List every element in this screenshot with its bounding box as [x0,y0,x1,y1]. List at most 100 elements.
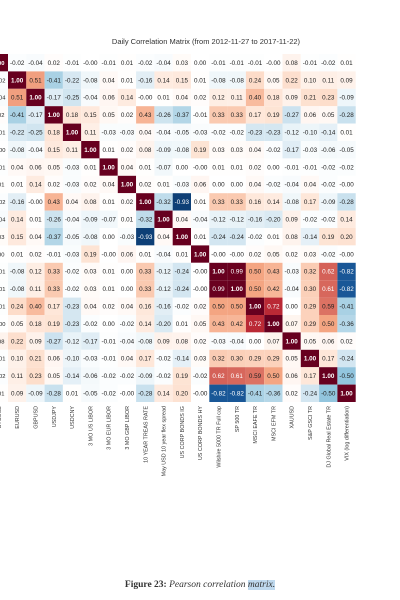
cell-value-label: -0.23 [248,130,263,137]
cell-value-label: 0.24 [11,304,24,311]
cell-value-label: 0.50 [322,321,335,328]
cell-value-label: 0.16 [249,199,262,206]
cell-value-label: 0.02 [139,182,152,189]
heatmap-cell [136,210,155,228]
heatmap-cell [319,228,338,246]
cell-value-label: 0.24 [249,77,262,84]
heatmap-cell [319,384,338,402]
heatmap-cell [8,349,27,368]
cell-value-label: 0.51 [29,77,42,84]
heatmap-cell [282,88,301,107]
heatmap-cell [8,315,27,333]
cell-value-label: -0.03 [193,130,208,137]
cell-value-label: -0.04 [28,60,43,67]
heatmap-cell [136,193,155,211]
heatmap-cell [154,315,173,333]
cell-value-label: 0.00 [176,164,189,171]
cell-value-label: -0.02 [193,373,208,380]
x-tick-label: BTCUSD [0,406,3,428]
cell-value-label: -0.01 [0,357,5,363]
heatmap-cell [44,106,63,124]
heatmap-cell [319,245,338,263]
cell-value-label: -0.03 [65,182,80,189]
heatmap-cell [209,193,228,211]
cell-value-label: -0.27 [284,112,299,119]
heatmap-cell [99,158,118,176]
heatmap-cell [8,262,27,281]
cell-value-label: -0.02 [0,200,5,206]
cell-value-label: 0.04 [121,356,134,363]
heatmap-cell [0,349,8,368]
heatmap-cell [264,141,283,159]
heatmap-cell [81,175,100,194]
heatmap-cell [319,175,338,194]
heatmap-cell [154,384,173,402]
cell-value-label: 0.14 [11,217,24,224]
cell-value-label: 0.06 [322,338,335,345]
heatmap-cell [282,210,301,228]
heatmap-cell [44,280,63,298]
heatmap-cell [282,158,301,176]
cell-value-label: -0.03 [211,338,226,345]
heatmap-cell [99,367,118,385]
cell-value-label: 0.18 [267,95,280,102]
heatmap-cell [26,349,45,368]
cell-value-label: -0.01 [0,270,5,276]
heatmap-cell [0,297,8,315]
cell-value-label: -0.00 [193,164,208,171]
heatmap-cell [81,245,100,263]
cell-value-label: -0.24 [339,356,354,363]
heatmap-cell [264,315,283,333]
cell-value-label: 0.51 [11,95,24,102]
x-tick-label: S&P GSCI TR [308,406,314,440]
heatmap-cell [172,175,191,194]
cell-value-label: -0.01 [47,251,62,258]
heatmap-cell [8,332,27,350]
cell-value-label: -0.22 [10,130,25,137]
x-tick-label: 3 MO GBP LIBOR [125,406,131,450]
heatmap-cell [227,262,246,281]
cell-value-label: 0.10 [11,356,24,363]
heatmap-cell [99,384,118,402]
cell-value-label: 0.19 [84,251,97,258]
cell-value-label: 0.11 [322,77,334,84]
heatmap-cell [117,193,137,211]
cell-value-label: -0.04 [83,95,98,102]
cell-value-label: 0.43 [267,269,280,276]
heatmap-cell [319,332,338,350]
cell-value-label: 1.00 [231,286,244,293]
cell-value-label: -0.02 [211,130,226,137]
cell-value-label: 0.02 [249,164,262,171]
heatmap-cell [245,123,265,141]
heatmap-cell [117,245,137,263]
heatmap-cell [8,158,27,176]
heatmap-cell [337,210,356,228]
heatmap-cell [300,384,320,402]
heatmap-cell [209,106,228,124]
heatmap-cell [44,54,63,72]
cell-value-label: 0.08 [139,147,152,154]
heatmap-cell [337,141,356,159]
cell-value-label: 0.08 [84,199,97,206]
cell-value-label: -0.14 [321,130,336,137]
cell-value-label: 0.59 [322,304,335,311]
cell-value-label: 1.00 [176,234,189,241]
cell-value-label: 0.19 [194,147,207,154]
heatmap-cell [44,228,63,246]
cell-value-label: -0.09 [83,217,98,224]
cell-value-label: -0.00 [83,60,98,67]
cell-value-label: -0.26 [47,217,62,224]
cell-value-label: 1.00 [48,112,61,119]
heatmap-cell [337,315,356,333]
heatmap-cell [282,228,301,246]
heatmap-cell [319,367,338,385]
cell-value-label: 0.17 [322,356,335,363]
cell-value-label: -0.02 [83,321,98,328]
heatmap-cell [154,245,173,263]
cell-value-label: 0.11 [30,286,42,293]
heatmap-cell [300,71,320,89]
heatmap-cell [117,280,137,298]
cell-value-label: 0.09 [11,391,24,398]
cell-value-label: -0.01 [211,60,226,67]
heatmap-cell [99,332,118,350]
